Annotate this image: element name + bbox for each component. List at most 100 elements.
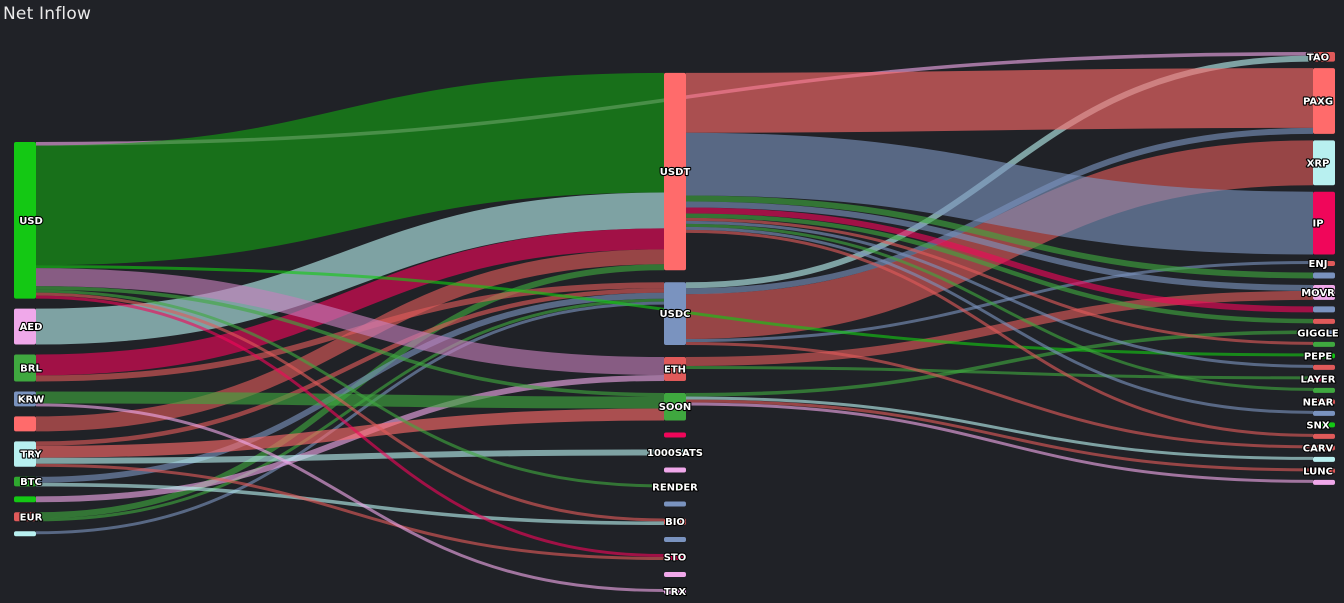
sankey-link-usdt-r11[interactable] bbox=[685, 217, 1314, 345]
sankey-link-usdt-r19[interactable] bbox=[685, 229, 1314, 437]
sankey-node-r19[interactable] bbox=[1313, 433, 1335, 439]
sankey-node-r15[interactable] bbox=[1313, 387, 1335, 393]
sankey-node-r23[interactable] bbox=[1313, 479, 1335, 485]
sankey-node-label-usd: USD bbox=[19, 216, 43, 227]
sankey-node-lunc[interactable] bbox=[1313, 468, 1335, 474]
sankey-node-r6[interactable] bbox=[1313, 272, 1335, 279]
sankey-node-r21[interactable] bbox=[1313, 456, 1335, 462]
sankey-link-eth-layer[interactable] bbox=[685, 366, 1314, 380]
sankey-link-brl-usdt[interactable] bbox=[35, 228, 665, 376]
sankey-node-m11[interactable] bbox=[664, 537, 686, 543]
sankey-link-usd-usdt[interactable] bbox=[35, 72, 665, 266]
sankey-node-soon[interactable] bbox=[664, 392, 686, 421]
sankey-node-eth[interactable] bbox=[664, 357, 686, 381]
sankey-link-usd-bio[interactable] bbox=[35, 292, 665, 522]
sankey-link-aed-usdt[interactable] bbox=[35, 192, 665, 345]
sankey-node-label-render: RENDER bbox=[652, 482, 698, 493]
sankey-link-usdt-r15[interactable] bbox=[685, 223, 1314, 391]
sankey-node-f8[interactable] bbox=[14, 496, 36, 503]
sankey-node-label-brl: BRL bbox=[20, 363, 42, 374]
sankey-link-usdt-r8[interactable] bbox=[685, 207, 1314, 313]
sankey-link-krw-trx[interactable] bbox=[35, 403, 665, 592]
sankey-link-usdt-ip[interactable] bbox=[685, 132, 1314, 255]
sankey-link-usdt-r6[interactable] bbox=[685, 195, 1314, 279]
sankey-link-usdt-paxg[interactable] bbox=[685, 68, 1314, 133]
sankey-node-brl[interactable] bbox=[14, 354, 36, 382]
sankey-link-eur-usdt[interactable] bbox=[35, 264, 665, 519]
sankey-link-f10-usdc[interactable] bbox=[35, 301, 665, 535]
sankey-link-eth-movr[interactable] bbox=[685, 290, 1314, 367]
sankey-node-label-paxg: PAXG bbox=[1303, 96, 1333, 107]
sankey-node-usdt[interactable] bbox=[664, 72, 686, 271]
sankey-node-label-layer: LAYER bbox=[1301, 374, 1336, 385]
sankey-node-bio[interactable] bbox=[664, 518, 686, 526]
sankey-node-eur[interactable] bbox=[14, 512, 36, 522]
sankey-node-r11[interactable] bbox=[1313, 341, 1335, 347]
sankey-node-m7[interactable] bbox=[664, 467, 686, 473]
sankey-links bbox=[35, 52, 1314, 592]
sankey-node-sto[interactable] bbox=[664, 554, 686, 560]
sankey-node-layer[interactable] bbox=[1313, 376, 1335, 382]
sankey-node-usd[interactable] bbox=[14, 142, 36, 299]
sankey-node-m5[interactable] bbox=[664, 432, 686, 438]
sankey-node-enj[interactable] bbox=[1313, 260, 1335, 266]
sankey-node-btc[interactable] bbox=[14, 476, 36, 487]
sankey-node-near[interactable] bbox=[1313, 399, 1335, 405]
sankey-node-pepe[interactable] bbox=[1313, 353, 1335, 359]
sankey-node-m13[interactable] bbox=[664, 572, 686, 577]
sankey-node-try[interactable] bbox=[14, 441, 36, 467]
sankey-link-brl-usdc[interactable] bbox=[35, 282, 665, 382]
sankey-node-label-sto: STO bbox=[664, 553, 687, 564]
sankey-link-usd-eth[interactable] bbox=[35, 268, 665, 375]
sankey-node-carv[interactable] bbox=[1313, 445, 1335, 451]
sankey-link-usdt-r17[interactable] bbox=[685, 226, 1314, 414]
sankey-node-paxg[interactable] bbox=[1313, 68, 1335, 134]
sankey-node-r13[interactable] bbox=[1313, 364, 1335, 370]
sankey-node-snx[interactable] bbox=[1313, 422, 1335, 428]
sankey-node-label-carv: CARV bbox=[1303, 443, 1334, 454]
sankey-node-m9[interactable] bbox=[664, 501, 686, 507]
sankey-node-label-btc: BTC bbox=[20, 477, 42, 488]
sankey-node-f10[interactable] bbox=[14, 531, 36, 537]
sankey-node-r17[interactable] bbox=[1313, 410, 1335, 416]
sankey-link-try-sto[interactable] bbox=[35, 463, 665, 560]
sankey-node-ip[interactable] bbox=[1313, 191, 1335, 255]
sankey-node-giggle[interactable] bbox=[1313, 330, 1335, 336]
sankey-node-label-soon: SOON bbox=[659, 402, 692, 413]
sankey-link-soon-lunc[interactable] bbox=[685, 399, 1314, 472]
sankey-link-try-soon[interactable] bbox=[35, 408, 665, 458]
sankey-link-usdc-carv[interactable] bbox=[685, 342, 1314, 449]
sankey-node-label-try: TRY bbox=[20, 450, 42, 461]
sankey-node-trx[interactable] bbox=[664, 589, 686, 594]
sankey-link-usdt-r13[interactable] bbox=[685, 220, 1314, 368]
chart-title: Net Inflow bbox=[3, 4, 92, 24]
sankey-link-usdt-movr[interactable] bbox=[685, 201, 1314, 291]
sankey-link-usd-sto[interactable] bbox=[35, 295, 665, 558]
sankey-link-try-1000sats[interactable] bbox=[35, 449, 665, 464]
sankey-link-usd-render[interactable] bbox=[35, 289, 665, 488]
sankey-link-krw-soon[interactable] bbox=[35, 391, 665, 409]
sankey-labels: USD AED BRL KRW TRY BTC EUR USDT USDC ETH SOON 1000… bbox=[17, 51, 1340, 599]
sankey-node-1000sats[interactable] bbox=[664, 449, 686, 456]
sankey-node-f5[interactable] bbox=[14, 416, 36, 432]
sankey-link-soon-r21[interactable] bbox=[685, 396, 1314, 460]
sankey-node-r8[interactable] bbox=[1313, 306, 1335, 313]
sankey-link-try-usdc[interactable] bbox=[35, 288, 665, 446]
sankey-node-label-eur: EUR bbox=[20, 512, 43, 523]
sankey-link-usdc-enj[interactable] bbox=[685, 260, 1314, 343]
sankey-link-usd-soon[interactable] bbox=[35, 286, 665, 397]
sankey-node-krw[interactable] bbox=[14, 391, 36, 407]
sankey-node-render[interactable] bbox=[664, 484, 686, 490]
sankey-node-label-krw: KRW bbox=[18, 394, 44, 405]
sankey-node-movr[interactable] bbox=[1313, 284, 1335, 300]
sankey-node-xrp[interactable] bbox=[1313, 140, 1335, 186]
sankey-node-tao[interactable] bbox=[1313, 52, 1335, 62]
sankey-link-eur-usdc[interactable] bbox=[35, 298, 665, 522]
sankey-node-r9[interactable] bbox=[1313, 318, 1335, 324]
sankey-node-aed[interactable] bbox=[14, 308, 36, 345]
sankey-node-usdc[interactable] bbox=[664, 282, 686, 346]
sankey-link-soon-r23[interactable] bbox=[685, 402, 1314, 483]
sankey-link-usdt-r9[interactable] bbox=[685, 213, 1314, 324]
sankey-link-btc-bio[interactable] bbox=[35, 482, 665, 526]
